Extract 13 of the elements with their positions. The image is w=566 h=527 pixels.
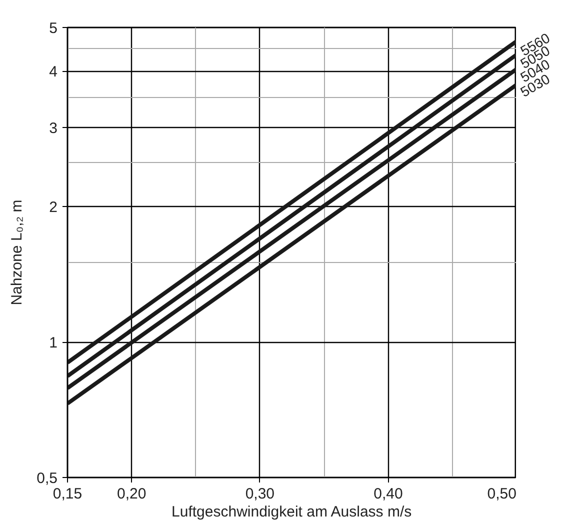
x-axis-title: Luftgeschwindigkeit am Auslass m/s (172, 504, 412, 520)
y-tick-label: 0,5 (36, 470, 58, 487)
y-tick-label: 5 (49, 20, 58, 37)
y-tick-label: 2 (49, 199, 58, 216)
x-tick-label: 0,20 (117, 486, 146, 502)
y-tick-label: 3 (49, 120, 58, 137)
x-tick-label: 0,40 (374, 486, 403, 502)
y-tick-label: 1 (49, 334, 58, 352)
y-axis-title: Nahzone L₀,₂ m (8, 200, 26, 306)
x-tick-label: 0,50 (487, 486, 517, 502)
y-tick-label: 4 (49, 64, 58, 81)
x-tick-label: 0,15 (52, 486, 82, 502)
x-tick-label: 0,30 (245, 486, 275, 502)
